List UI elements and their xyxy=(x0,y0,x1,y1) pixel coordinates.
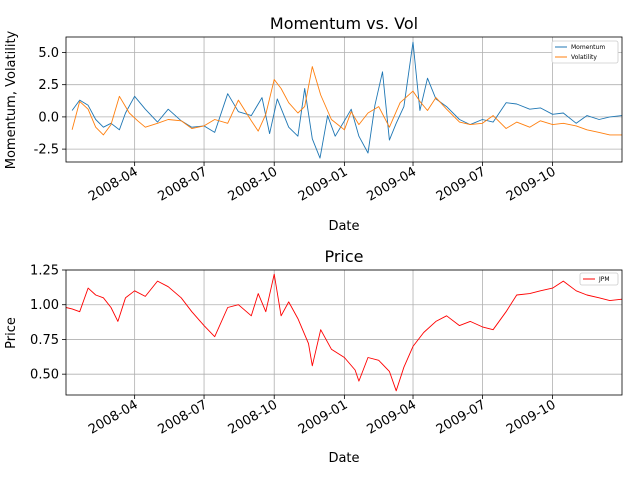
series-line-momentum xyxy=(71,41,623,159)
legend-label: Volatility xyxy=(571,54,597,61)
y-tick-label: -2.5 xyxy=(34,143,59,158)
y-axis-label: Momentum, Volatility xyxy=(4,30,19,169)
y-tick-label: 0.0 xyxy=(38,110,59,125)
x-tick-label: 2008-04 xyxy=(86,164,141,204)
x-tick-label: 2009-04 xyxy=(364,164,419,204)
plot-frame xyxy=(65,36,623,163)
x-tick-label: 2008-04 xyxy=(86,397,141,437)
y-tick-label: 5.0 xyxy=(38,46,59,61)
x-tick-label: 2009-01 xyxy=(296,397,351,437)
x-tick-label: 2008-07 xyxy=(155,397,210,437)
x-tick-label: 2009-10 xyxy=(504,164,559,204)
x-axis-label: Date xyxy=(328,451,359,466)
x-tick-label: 2009-07 xyxy=(434,397,489,437)
x-tick-label: 2009-04 xyxy=(364,397,419,437)
x-tick-label: 2008-10 xyxy=(226,397,281,437)
y-tick-label: 1.00 xyxy=(30,298,59,313)
legend-label: Momentum xyxy=(571,44,605,51)
chart-title: Price xyxy=(324,247,363,266)
x-tick-label: 2009-07 xyxy=(434,164,489,204)
chart-title: Momentum vs. Vol xyxy=(270,14,418,33)
series-line-jpm xyxy=(65,273,623,392)
y-tick-label: 0.75 xyxy=(30,333,59,348)
x-axis-label: Date xyxy=(328,219,359,234)
legend-label: JPM xyxy=(598,276,610,283)
x-tick-label: 2008-07 xyxy=(155,164,210,204)
x-tick-label: 2009-01 xyxy=(296,164,351,204)
legend xyxy=(579,272,619,286)
momentum-vol-chart: Momentum vs. Vol Momentum, Volatility Da… xyxy=(4,14,623,234)
legend xyxy=(551,40,619,64)
y-tick-label: 1.25 xyxy=(30,264,59,279)
y-axis-label: Price xyxy=(4,317,19,349)
y-tick-label: 0.50 xyxy=(30,368,59,383)
price-chart: Price Price Date 2008-04 2008-07 2008-10 20… xyxy=(4,247,623,466)
plot-frame xyxy=(65,269,623,396)
x-tick-label: 2008-10 xyxy=(226,164,281,204)
series-line-volatility xyxy=(71,66,622,136)
x-tick-label: 2009-10 xyxy=(504,397,559,437)
y-tick-label: 2.5 xyxy=(38,78,59,93)
